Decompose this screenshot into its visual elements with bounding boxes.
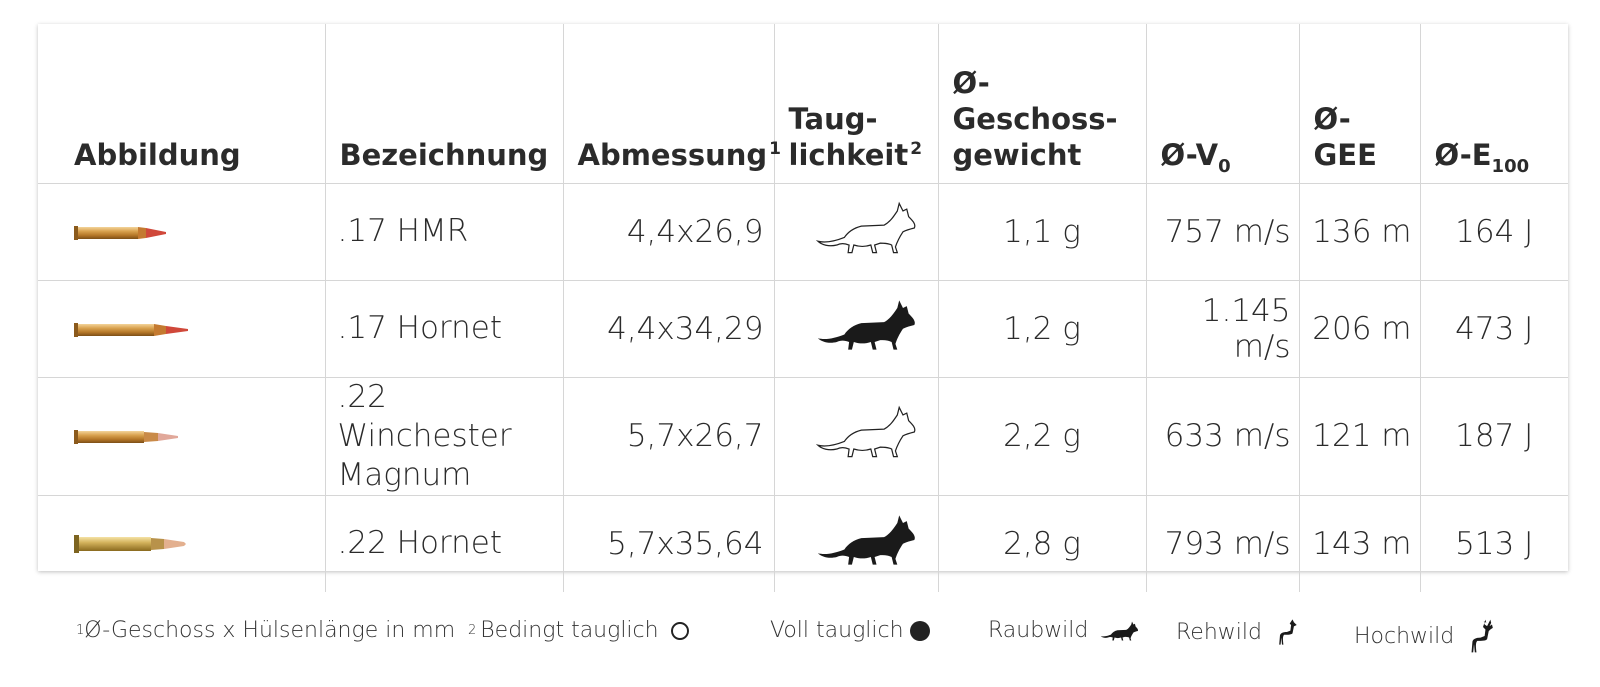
v0-value: 633 m/s (1146, 377, 1300, 496)
geschossgewicht-value: 1,2 g (938, 280, 1147, 378)
e100-value: 164 J (1420, 183, 1568, 281)
tauglichkeit-cell (774, 183, 939, 281)
filled-circle-icon (909, 620, 930, 641)
legend: 1 Ø-Geschoss x Hülsenlänge in mm 2 Bedingt… (76, 612, 1536, 656)
cartridge-image-cell (38, 377, 326, 496)
cartridge-image-cell (38, 495, 326, 592)
header-gee: Ø-GEE (1299, 24, 1421, 184)
geschossgewicht-value: 2,2 g (938, 377, 1147, 496)
cartridge-name: .22 Winchester Magnum (325, 377, 564, 496)
cartridge-name: .17 Hornet (325, 280, 564, 378)
brass-cartridge-icon (74, 534, 186, 553)
cartridge-image-cell (38, 280, 326, 378)
abmessung-value: 4,4x34,29 (563, 280, 775, 378)
ammunition-table-card: Abbildung Bezeichnung Abmessung 1 Taug-li… (38, 24, 1568, 592)
brass-cartridge-icon (74, 225, 166, 240)
legend-footnote-1: 1 Ø-Geschoss x Hülsenlänge in mm (76, 618, 456, 643)
stag-icon (1468, 618, 1498, 654)
table-row: .17 HMR 4,4x26,9 1,1 g 757 m/s 136 m 164… (38, 183, 1568, 281)
e100-value: 513 J (1455, 525, 1534, 562)
cartridge-image-cell (38, 183, 326, 281)
gee-value: 206 m (1299, 280, 1421, 378)
v0-value: 1.145 m/s (1146, 280, 1300, 378)
e100-value: 187 J (1420, 377, 1568, 496)
v0-value: 793 m/s (1146, 495, 1300, 592)
fox-outline-icon (816, 403, 920, 461)
legend-hochwild: Hochwild (1354, 618, 1498, 654)
geschossgewicht-value: 1,1 g (938, 183, 1147, 281)
deer-icon (1278, 618, 1300, 646)
legend-voll-tauglich: Voll tauglich (770, 618, 930, 643)
table-row: .22 Hornet 5,7x35,64 2,8 g 793 m/s 143 m… (38, 495, 1568, 592)
header-abbildung: Abbildung (38, 24, 326, 184)
tauglichkeit-cell (774, 377, 939, 496)
legend-bedingt-tauglich: 2 Bedingt tauglich (468, 618, 689, 643)
abmessung-value: 5,7x26,7 (563, 377, 775, 496)
legend-rehwild: Rehwild (1176, 618, 1300, 646)
header-v0: Ø-V0 (1146, 24, 1300, 184)
header-bezeichnung: Bezeichnung (325, 24, 564, 184)
gee-value: 143 m (1299, 495, 1421, 592)
table-header-row: Abbildung Bezeichnung Abmessung 1 Taug-li… (38, 24, 1568, 184)
tauglichkeit-cell (774, 495, 939, 592)
abmessung-value: 5,7x35,64 (563, 495, 775, 592)
table-row: .22 Winchester Magnum 5,7x26,7 2,2 g 633 … (38, 377, 1568, 496)
tauglichkeit-cell (774, 280, 939, 378)
v0-value: 757 m/s (1146, 183, 1300, 281)
header-geschossgewicht: Ø-Geschoss-gewicht (938, 24, 1147, 184)
e100-value: 473 J (1420, 280, 1568, 378)
header-abmessung: Abmessung 1 (563, 24, 781, 184)
gee-value: 121 m (1299, 377, 1421, 496)
table-row: .17 Hornet 4,4x34,29 1,2 g 1.145 m/s 206… (38, 280, 1568, 378)
brass-cartridge-icon (74, 430, 178, 444)
fox-icon (1100, 620, 1140, 642)
fox-filled-icon (816, 511, 920, 569)
fox-filled-icon (816, 296, 920, 354)
cartridge-name: .22 Hornet (325, 495, 564, 592)
header-e100: Ø-E100 (1420, 24, 1568, 184)
brass-cartridge-icon (74, 322, 188, 337)
header-tauglichkeit: Taug-lichkeit 2 (774, 24, 939, 184)
ammunition-table: Abbildung Bezeichnung Abmessung 1 Taug-li… (38, 24, 1568, 592)
abmessung-value: 4,4x26,9 (563, 183, 775, 281)
legend-raubwild: Raubwild (988, 618, 1140, 643)
gee-value: 136 m (1299, 183, 1421, 281)
geschossgewicht-value: 2,8 g (938, 495, 1147, 592)
open-circle-icon (670, 621, 689, 640)
fox-outline-icon (816, 199, 920, 257)
cartridge-name: .17 HMR (325, 183, 564, 281)
